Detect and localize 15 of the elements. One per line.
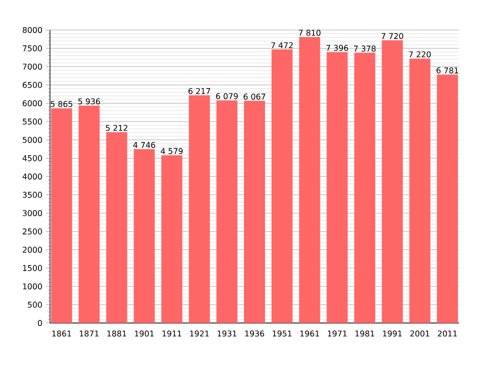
bar: [354, 52, 376, 323]
bar: [134, 149, 155, 323]
bar: [51, 108, 72, 323]
bar: [436, 74, 458, 323]
bar: [272, 49, 293, 323]
bar: [409, 58, 430, 323]
bar: [244, 100, 266, 323]
bar: [106, 132, 128, 323]
bar: [382, 40, 403, 323]
bar: [161, 155, 182, 323]
bar: [78, 106, 100, 323]
bar: [188, 95, 210, 323]
bar: [326, 52, 348, 323]
bar: [216, 100, 238, 323]
bar: [299, 36, 320, 323]
